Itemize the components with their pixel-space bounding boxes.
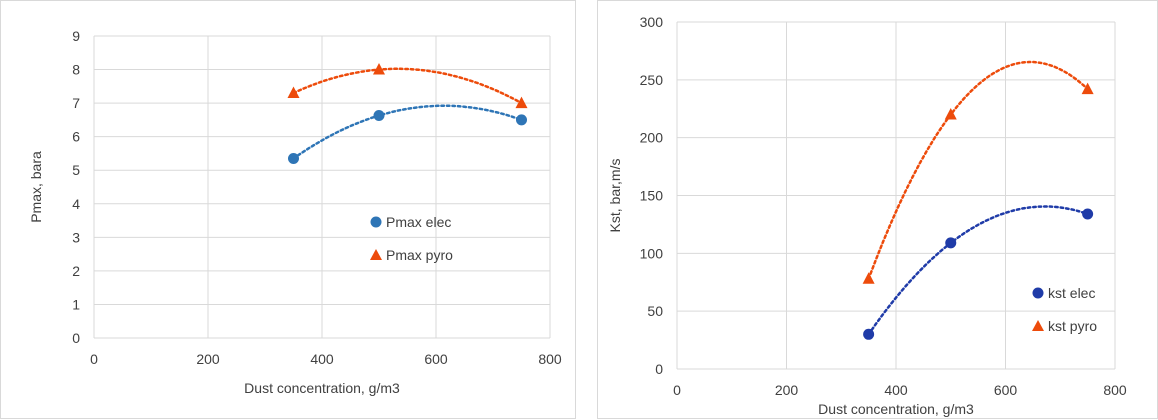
x-tick-label: 600	[994, 382, 1018, 398]
x-tick-label: 600	[424, 351, 448, 367]
data-point-circle	[863, 328, 875, 340]
legend-label: Pmax elec	[386, 214, 451, 230]
x-axis-title: Dust concentration, g/m3	[818, 401, 974, 417]
y-tick-label: 250	[640, 72, 664, 88]
x-tick-label: 200	[775, 382, 799, 398]
data-point-triangle	[944, 108, 957, 120]
chart-panel-pmax: 0 1 2 3 4 5 6 7 8 9 0 200 400 600 800 Dust concentratio…	[0, 0, 576, 419]
y-tick-label: 9	[72, 28, 80, 44]
y-axis-title: Pmax, bara	[28, 151, 44, 223]
x-tick-label: 200	[196, 351, 220, 367]
y-tick-label: 100	[640, 245, 664, 261]
chart-kst: 0 50 100 150 200 250 300 0 200 400 600 800 Dust conc…	[607, 14, 1127, 417]
legend-label: kst pyro	[1048, 318, 1097, 334]
trendline-triangle	[867, 60, 1089, 281]
y-tick-label: 8	[72, 62, 80, 78]
x-tick-label: 0	[673, 382, 681, 398]
y-tick-label: 150	[640, 188, 664, 204]
data-point-circle	[1082, 208, 1094, 220]
data-point-circle	[945, 237, 957, 249]
data-point-triangle	[287, 86, 300, 99]
legend-marker-triangle	[370, 249, 382, 260]
y-tick-label: 0	[655, 361, 663, 377]
x-tick-label: 0	[90, 351, 98, 367]
data-point-circle	[373, 110, 385, 122]
data-point-triangle	[1081, 82, 1094, 95]
y-tick-label: 4	[72, 196, 80, 212]
trendline-triangle	[292, 67, 523, 105]
y-tick-label: 200	[640, 130, 664, 146]
y-tick-label: 2	[72, 263, 80, 279]
data-point-circle	[288, 152, 299, 164]
legend-marker-circle	[1032, 287, 1044, 299]
x-tick-label: 400	[310, 351, 334, 367]
chart-panel-kst: 0 50 100 150 200 250 300 0 200 400 600 800 Dust conc…	[597, 0, 1158, 419]
y-tick-label: 300	[640, 14, 664, 30]
x-tick-label: 400	[884, 382, 908, 398]
chart-pmax: 0 1 2 3 4 5 6 7 8 9 0 200 400 600 800 Dust concentratio…	[28, 28, 562, 396]
y-tick-label: 1	[72, 296, 80, 312]
trendline-circle	[292, 104, 523, 160]
legend-label: Pmax pyro	[386, 247, 453, 263]
data-point-triangle	[373, 63, 385, 75]
legend-marker-triangle	[1032, 320, 1044, 331]
y-axis-title: Kst, bar,m/s	[607, 159, 623, 233]
y-tick-label: 5	[72, 162, 80, 178]
data-point-circle	[516, 114, 527, 126]
x-axis-title: Dust concentration, g/m3	[244, 380, 400, 396]
y-tick-label: 6	[72, 129, 80, 145]
x-tick-label: 800	[1103, 382, 1127, 398]
legend-label: kst elec	[1048, 285, 1095, 301]
trendline-circle	[867, 205, 1089, 336]
y-tick-label: 50	[647, 303, 663, 319]
x-tick-label: 800	[538, 351, 562, 367]
y-tick-label: 0	[72, 330, 80, 346]
legend-marker-circle	[370, 216, 382, 228]
y-tick-label: 7	[72, 95, 80, 111]
data-point-triangle	[862, 272, 875, 284]
data-point-triangle	[515, 96, 528, 109]
y-tick-label: 3	[72, 229, 80, 245]
